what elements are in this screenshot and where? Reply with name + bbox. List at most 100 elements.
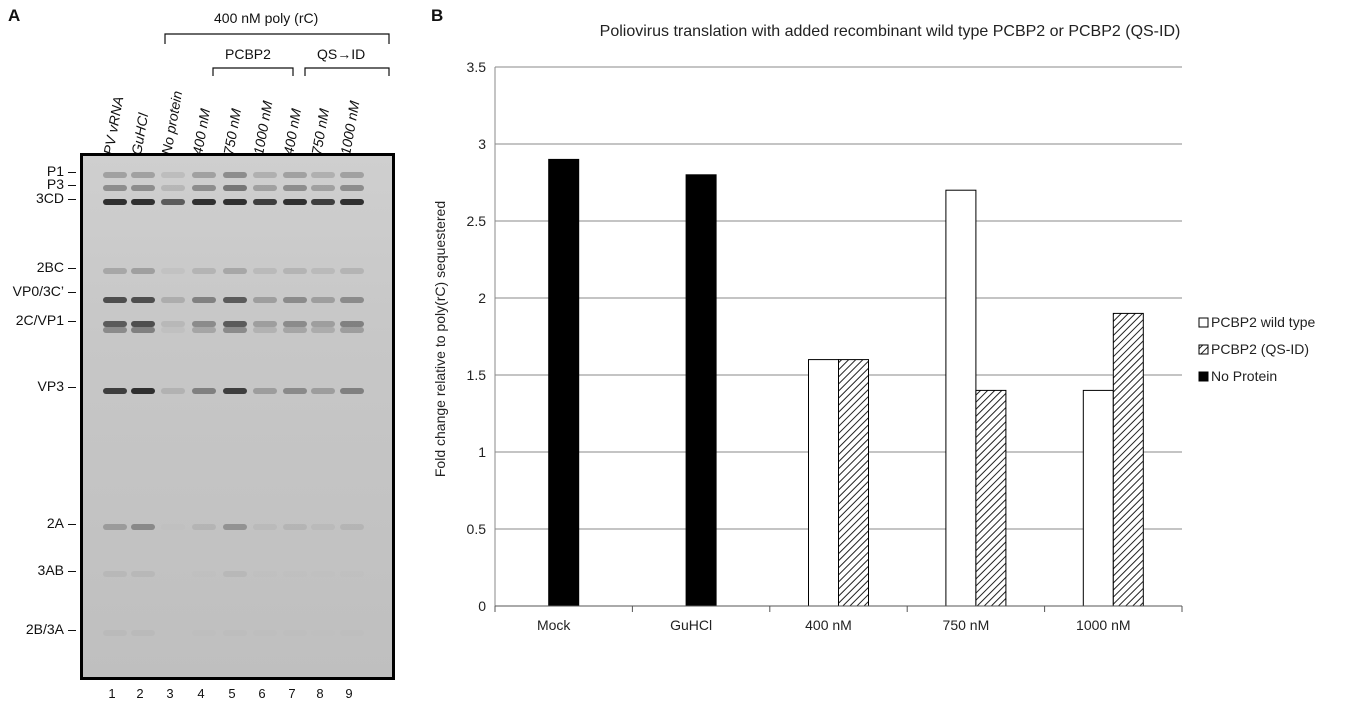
lane-number-2: 2	[136, 686, 144, 701]
lane-number-9: 9	[345, 686, 353, 701]
legend-label: PCBP2 wild type	[1211, 314, 1315, 330]
gel-band	[161, 321, 185, 327]
marker-label: 2C/VP1	[15, 312, 64, 328]
gel-band	[161, 388, 185, 394]
gel-band	[253, 388, 277, 394]
gel-band	[311, 185, 335, 191]
bar-white	[945, 189, 977, 607]
gel-band	[161, 199, 185, 205]
gel-band	[131, 571, 155, 577]
gel-band	[283, 268, 307, 274]
qs-id-group-label: QS→ID	[317, 46, 366, 62]
marker-label: 3CD	[35, 190, 64, 206]
gel-band	[192, 172, 216, 178]
lane-header-4: 400 nM	[189, 107, 214, 156]
marker-tick	[68, 172, 76, 173]
gel-band	[340, 321, 364, 327]
lane-number-4: 4	[197, 686, 205, 701]
gel-band	[340, 388, 364, 394]
gel-band	[340, 172, 364, 178]
marker-label: 2A	[46, 515, 64, 531]
x-tick-label: 1000 nM	[1076, 617, 1130, 633]
marker-tick	[68, 630, 76, 631]
lane-number-1: 1	[108, 686, 116, 701]
gel-band	[283, 630, 307, 636]
gel-band	[311, 571, 335, 577]
gel-band	[223, 172, 247, 178]
y-tick-label: 3	[478, 136, 486, 152]
gel-band	[131, 321, 155, 327]
y-tick-label: 1	[478, 444, 486, 460]
gel-band	[340, 630, 364, 636]
y-tick-label: 2.5	[467, 213, 487, 229]
gel-band	[131, 185, 155, 191]
gel-band	[340, 297, 364, 303]
gel-band	[223, 199, 247, 205]
gel-band	[311, 524, 335, 530]
gel-band	[253, 297, 277, 303]
legend-swatch	[1198, 371, 1209, 382]
x-tick-label: 400 nM	[805, 617, 852, 633]
panel-b-letter: B	[431, 6, 444, 25]
gel-band	[223, 524, 247, 530]
gel-band	[283, 321, 307, 327]
gel-band	[223, 388, 247, 394]
y-axis-label: Fold change relative to poly(rC) sequest…	[432, 201, 448, 477]
gel-band	[223, 185, 247, 191]
bar-white	[808, 359, 839, 607]
gel-band	[192, 630, 216, 636]
gel-band	[192, 571, 216, 577]
gel-band	[223, 630, 247, 636]
gel-band	[311, 327, 335, 333]
gel-band	[131, 268, 155, 274]
gel-band	[103, 524, 127, 530]
marker-label: P3	[46, 176, 64, 192]
lane-header-7: 400 nM	[280, 107, 305, 156]
lane-number-6: 6	[258, 686, 266, 701]
gel-band	[311, 172, 335, 178]
gel-band	[103, 388, 127, 394]
legend-swatch	[1198, 344, 1209, 355]
x-tick-label: Mock	[537, 617, 571, 633]
gel-band	[340, 571, 364, 577]
marker-tick	[68, 199, 76, 200]
gel-band	[223, 327, 247, 333]
marker-label: 2BC	[36, 259, 64, 275]
gel-band	[311, 388, 335, 394]
gel-band	[192, 524, 216, 530]
panel-a-letter: A	[8, 6, 21, 25]
gel-band	[283, 571, 307, 577]
y-tick-label: 2	[478, 290, 486, 306]
bar-black	[548, 158, 580, 607]
gel-band	[161, 630, 185, 636]
marker-tick	[68, 292, 76, 293]
gel-band	[161, 327, 185, 333]
gel-band	[161, 524, 185, 530]
gel-band	[340, 199, 364, 205]
marker-label: VP0/3C’	[12, 283, 64, 299]
marker-tick	[68, 571, 76, 572]
gel-band	[223, 571, 247, 577]
gel-band	[161, 185, 185, 191]
gel-band	[311, 268, 335, 274]
gel-band	[340, 185, 364, 191]
gel-band	[283, 185, 307, 191]
gel-band	[311, 199, 335, 205]
marker-tick	[68, 387, 76, 388]
lane-number-3: 3	[166, 686, 174, 701]
y-tick-label: 3.5	[467, 59, 487, 75]
lane-header-5: 750 nM	[220, 107, 245, 156]
gel-band	[340, 327, 364, 333]
lane-number-8: 8	[316, 686, 324, 701]
poly-rc-label: 400 nM poly (rC)	[214, 10, 319, 26]
gel-band	[131, 388, 155, 394]
y-tick-label: 1.5	[467, 367, 487, 383]
gel-band	[103, 199, 127, 205]
lane-header-9: 1000 nM	[337, 99, 363, 156]
lane-header-3: No protein	[158, 89, 186, 156]
gel-band	[223, 321, 247, 327]
gel-band	[253, 268, 277, 274]
marker-tick	[68, 268, 76, 269]
marker-label: 2B/3A	[25, 621, 64, 637]
gel-band	[103, 630, 127, 636]
